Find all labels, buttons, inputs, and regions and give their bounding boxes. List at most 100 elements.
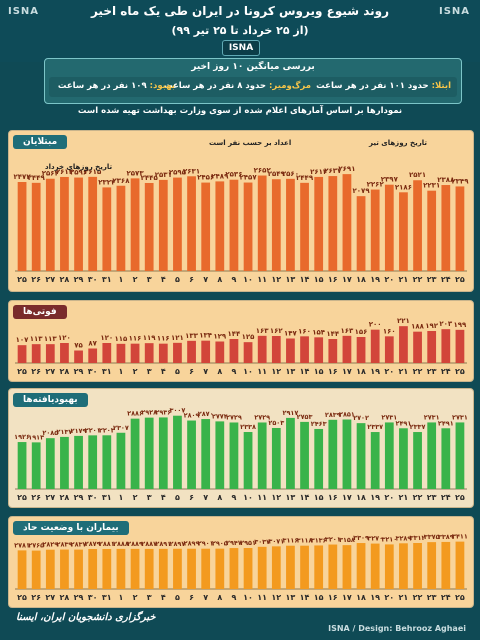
bar: [243, 432, 253, 489]
data-label: ۲۴۸۹: [211, 172, 229, 180]
bar: [356, 543, 366, 589]
bar: [271, 336, 281, 363]
data-label: ۱۱۳: [30, 335, 44, 343]
data-label: ۱۱۳: [44, 335, 58, 343]
tick-label: ۳: [147, 493, 152, 502]
data-label: ۲۷۲۹: [254, 413, 270, 421]
data-label: ۲۵۶۰: [282, 170, 299, 178]
data-label: ۱۶۰: [383, 327, 396, 335]
isna-logo-left: ISNA: [8, 6, 40, 17]
tick-label: ۲۸: [60, 367, 70, 376]
data-label: ۱۴۴: [326, 330, 340, 338]
bar: [130, 418, 140, 489]
bar: [88, 176, 98, 271]
tick-label: ۵: [175, 367, 180, 376]
tick-label: ۲: [133, 367, 138, 376]
data-label: ۳۲۷۰: [367, 535, 383, 543]
tick-label: ۷: [203, 275, 208, 284]
tick-label: ۱۳: [286, 275, 296, 284]
tick-label: ۲۴: [441, 493, 451, 502]
tick-label: ۱۴: [300, 593, 310, 602]
bar: [300, 336, 309, 363]
data-label: ۲۸۸۷: [141, 540, 157, 548]
tick-label: ۳۱: [102, 367, 112, 376]
bar: [31, 182, 41, 271]
annotation-per-person: اعداد بر حسب نفر است: [209, 139, 291, 147]
bar: [384, 422, 394, 489]
tick-label: ۲۶: [31, 493, 41, 502]
chart-recovered: ۱۹۲۶۲۵۱۹۱۳۲۶۲۰۸۵۲۷۲۱۳۷۲۸۲۱۷۹۲۹۲۲۰۱۳۰۲۲۰۳…: [14, 407, 468, 502]
bar: [342, 174, 352, 271]
bar: [328, 339, 338, 363]
bar: [271, 427, 281, 489]
panel-infected: مبتلایان ۲۴۷۲ ۲۵ ۲۴۴۹ ۲۶ ۲۵۶۳ ۲۷ ۲۶۱۲ ۲۸ ۲۵۹۶ ۲۹ ۲…: [8, 130, 474, 292]
bar: [413, 432, 422, 489]
bar: [399, 428, 408, 489]
bar: [455, 541, 465, 589]
tick-label: ۱۰: [243, 367, 253, 376]
tick-label: ۲۸: [60, 493, 70, 502]
bar: [229, 548, 239, 589]
stat-deaths: مرگ‌ومیر: حدود ۸ نفر در هر ساعت: [164, 81, 311, 91]
tick-label: ۸: [217, 493, 222, 502]
data-label: ۲۵۷۳: [127, 169, 145, 177]
stat-recovered-key: بهبود:: [149, 81, 175, 91]
tick-label: ۲۰: [384, 593, 394, 602]
bar: [31, 550, 41, 589]
tick-label: ۱۳: [286, 493, 296, 502]
data-label: ۲۹۱۷: [283, 409, 299, 417]
chart-title-critical: بیماران با وضعیت حاد: [13, 521, 129, 535]
bar: [158, 343, 168, 363]
tick-label: ۶: [189, 593, 194, 602]
bar: [384, 544, 394, 589]
data-label: ۲۷۵۳: [297, 413, 313, 421]
data-label: ۲۳۲۲: [98, 178, 116, 186]
tick-label: ۲۷: [45, 593, 55, 602]
bar: [158, 417, 168, 489]
tick-label: ۲۳: [427, 493, 437, 502]
data-label: ۳۲۱۰: [381, 535, 397, 543]
isna-tab: ISNA: [222, 40, 260, 56]
data-label: ۲۸۷۰: [198, 410, 214, 418]
tick-label: ۲۱: [399, 593, 409, 602]
tick-label: ۱۲: [271, 275, 281, 284]
bar: [102, 343, 112, 363]
tick-label: ۹: [231, 275, 236, 284]
bar: [271, 179, 281, 271]
data-label: ۲۸۸۹: [127, 540, 143, 548]
tick-label: ۱۴: [300, 275, 310, 284]
tick-label: ۱۶: [328, 593, 338, 602]
stat-deaths-key: مرگ‌ومیر:: [269, 81, 311, 91]
data-label: ۲۲۰۳: [99, 426, 115, 434]
tick-label: ۹: [231, 367, 236, 376]
tick-label: ۲۶: [31, 593, 41, 602]
tick-label: ۱: [118, 367, 123, 376]
tick-label: ۲۰: [384, 275, 394, 284]
bar: [342, 335, 352, 363]
data-label: ۲۲۰۱: [85, 426, 101, 434]
tick-label: ۲۱: [399, 367, 409, 376]
tick-label: ۱۹: [370, 275, 380, 284]
chart-title-deaths: فوتی‌ها: [13, 305, 67, 319]
footer-credit: ISNA / Design: Behrooz Aghaei: [328, 624, 466, 633]
bar: [187, 420, 196, 489]
data-label: ۲۸۲۹: [42, 541, 58, 549]
data-label: ۲۵۰۳: [268, 419, 284, 427]
bar: [384, 336, 394, 363]
tick-label: ۲: [133, 593, 138, 602]
data-label: ۲۵۹۶: [70, 169, 87, 177]
data-label: ۲۸۸۸: [113, 540, 129, 548]
tick-label: ۵: [175, 275, 180, 284]
bar: [201, 340, 211, 363]
tick-label: ۱۴: [300, 493, 310, 502]
bar: [215, 548, 225, 589]
tick-label: ۲۷: [45, 493, 55, 502]
bar: [300, 421, 309, 489]
tick-label: ۱۲: [271, 493, 281, 502]
bar: [144, 417, 154, 489]
data-label: ۲۳۸۸: [437, 176, 455, 184]
tick-label: ۷: [203, 593, 208, 602]
chart-title-recovered: بهبودیافته‌ها: [13, 393, 88, 407]
tick-label: ۵: [175, 593, 180, 602]
bar: [342, 419, 352, 489]
